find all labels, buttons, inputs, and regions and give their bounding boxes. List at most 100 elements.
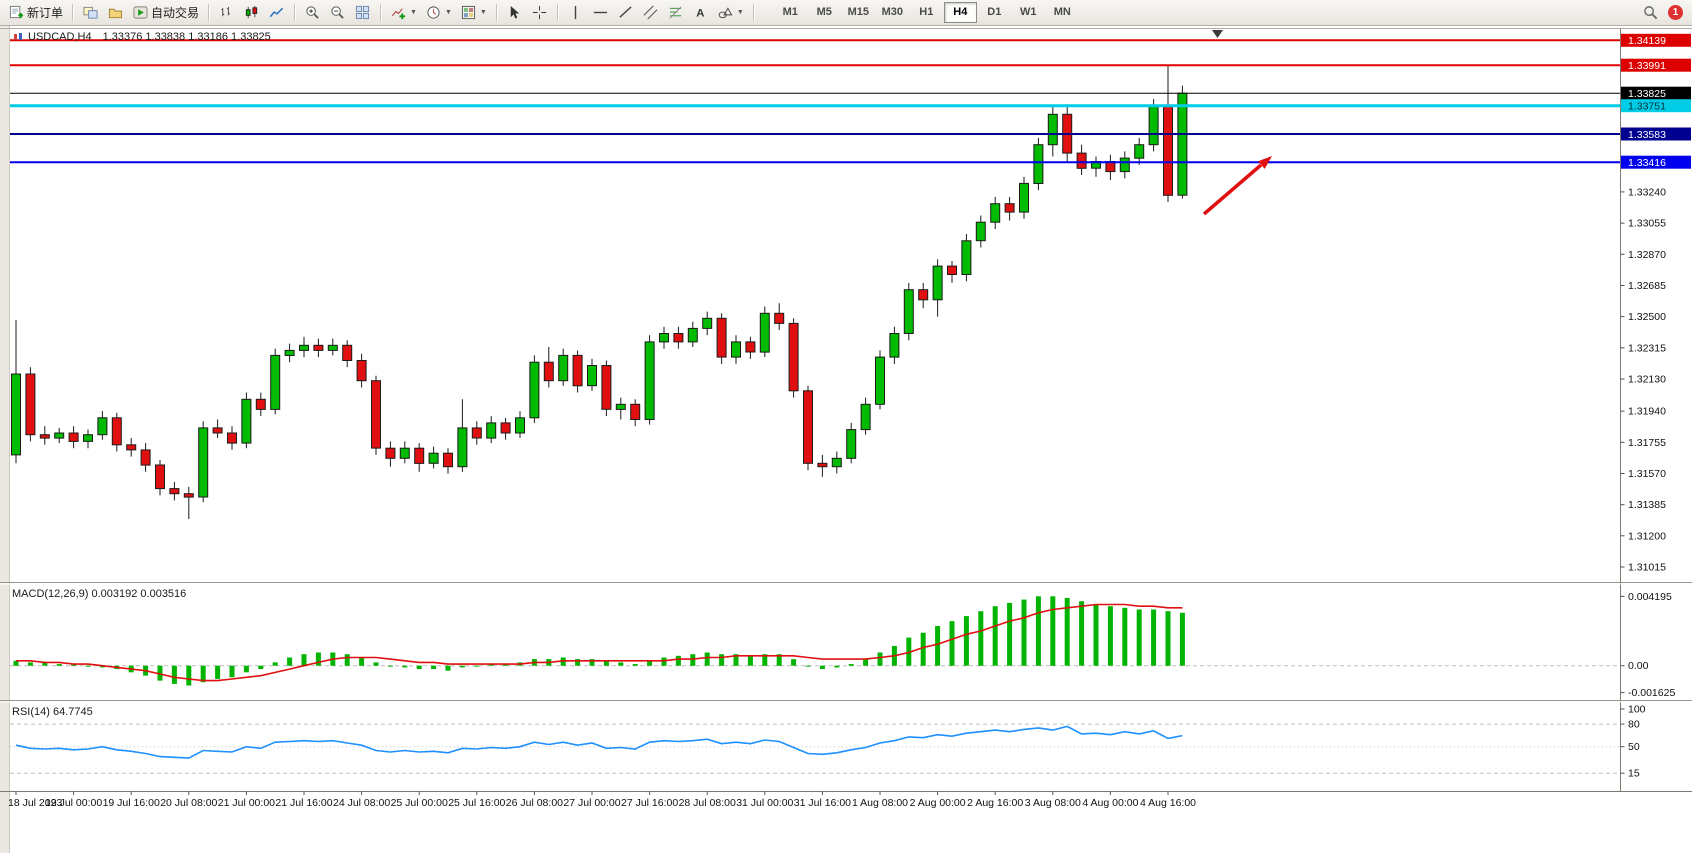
autotrading-button[interactable]: 自动交易 — [129, 2, 203, 24]
tf-button-D1[interactable]: D1 — [987, 6, 1002, 18]
time-axis-label: 31 Jul 16:00 — [794, 797, 851, 809]
time-axis-label: 31 Jul 00:00 — [736, 797, 793, 809]
charts-button[interactable] — [79, 2, 103, 24]
candlestick-chart-button[interactable] — [240, 2, 264, 24]
trendline-button[interactable] — [614, 2, 638, 24]
new-order-label: 新订单 — [27, 6, 64, 20]
vertical-line-button[interactable] — [564, 2, 588, 24]
rsi-line — [15, 725, 1183, 759]
tile-windows-button[interactable] — [351, 2, 375, 24]
chart-shift-marker-icon[interactable] — [1212, 30, 1223, 38]
main-toolbar: 新订单 自动交易 — [0, 0, 1692, 26]
new-order-button[interactable]: 新订单 — [5, 2, 67, 24]
bar-chart-icon — [221, 6, 230, 17]
time-axis-label: 25 Jul 00:00 — [391, 797, 448, 809]
chevron-down-icon: ▼ — [444, 9, 452, 16]
text-tool-button[interactable]: A — [689, 2, 713, 24]
time-axis-label: 26 Jul 08:00 — [506, 797, 563, 809]
price-scale-label: 1.33240 — [1628, 186, 1666, 198]
candlestick-series — [11, 65, 1188, 519]
toolbar-separator — [72, 4, 75, 21]
price-scale-label: 1.31385 — [1628, 499, 1666, 511]
macd-scale-label: -0.001625 — [1628, 687, 1675, 699]
price-level-badge: 1.33991 — [1621, 58, 1691, 72]
search-icon — [1644, 6, 1658, 20]
chart-title-symbol: USDCAD,H4 — [28, 31, 92, 43]
cursor-arrow-icon — [510, 5, 520, 19]
rsi-scale-label: 100 — [1628, 704, 1646, 716]
tf-button-MN[interactable]: MN — [1053, 6, 1071, 18]
templates-button[interactable]: ▼ — [457, 2, 491, 24]
line-chart-button[interactable] — [265, 2, 289, 24]
toolbar-separator — [495, 4, 498, 21]
macd-scale-label: 0.004195 — [1628, 591, 1672, 603]
shapes-button[interactable]: ▼ — [714, 2, 748, 24]
time-axis-label: 2 Aug 00:00 — [910, 797, 966, 809]
svg-text:1.33825: 1.33825 — [1628, 88, 1666, 100]
cursor-button[interactable] — [503, 2, 527, 24]
svg-text:1.33751: 1.33751 — [1628, 101, 1666, 113]
toolbar-separator — [556, 4, 559, 21]
price-level-badge: 1.33583 — [1621, 127, 1691, 141]
tf-button-W1[interactable]: W1 — [1020, 6, 1037, 18]
toolbar-separator — [380, 4, 383, 21]
chart-left-margin — [0, 26, 9, 853]
notification-badge[interactable]: 1 — [1668, 5, 1683, 20]
zoom-out-icon — [331, 6, 344, 19]
tf-button-M15[interactable]: M15 — [847, 6, 869, 18]
equidistant-channel-icon — [643, 5, 658, 20]
time-axis-label: 1 Aug 08:00 — [852, 797, 908, 809]
svg-text:1.33991: 1.33991 — [1628, 60, 1666, 72]
chevron-down-icon: ▼ — [479, 9, 487, 16]
arrow-annotation[interactable] — [1202, 156, 1272, 216]
templates-icon — [461, 5, 475, 20]
chart-title: USDCAD,H4 1.33376 1.33838 1.33186 1.3382… — [13, 31, 271, 43]
indicators-button[interactable]: ▼ — [387, 2, 421, 24]
line-chart-icon — [269, 7, 284, 18]
crosshair-button[interactable] — [528, 2, 552, 24]
fibonacci-button[interactable] — [664, 2, 688, 24]
tf-button-H1[interactable]: H1 — [919, 6, 934, 18]
time-axis-label: 19 Jul 16:00 — [103, 797, 160, 809]
fibonacci-icon — [669, 6, 682, 19]
tf-button-H4[interactable]: H4 — [943, 2, 977, 23]
timeframe-group: M1 M5 M15 M30 H1 H4 D1 W1 MN — [774, 2, 1079, 23]
chart-title-icon — [14, 33, 22, 40]
price-level-badge: 1.34139 — [1621, 33, 1691, 47]
svg-text:1.34139: 1.34139 — [1628, 35, 1666, 47]
price-scale-label: 1.32130 — [1628, 374, 1666, 386]
toolbar-separator — [208, 4, 211, 21]
tf-button-M1[interactable]: M1 — [782, 6, 798, 18]
vertical-line-icon — [574, 5, 577, 20]
periods-button[interactable]: ▼ — [422, 2, 456, 24]
bar-chart-button[interactable] — [215, 2, 239, 24]
macd-signal-line — [16, 603, 1183, 682]
macd-label: MACD(12,26,9) 0.003192 0.003516 — [12, 588, 187, 600]
profiles-button[interactable] — [104, 2, 128, 24]
horizontal-line-button[interactable] — [589, 2, 613, 24]
tf-button-M30[interactable]: M30 — [881, 6, 903, 18]
tf-button-M5[interactable]: M5 — [816, 6, 832, 18]
time-axis-label: 27 Jul 16:00 — [621, 797, 678, 809]
zoom-out-button[interactable] — [326, 2, 350, 24]
price-scale-label: 1.32315 — [1628, 342, 1666, 354]
horizontal-line-icon — [593, 11, 607, 14]
price-scale-label: 1.32500 — [1628, 311, 1666, 323]
indicators-icon — [392, 8, 406, 20]
time-axis-label: 4 Aug 16:00 — [1140, 797, 1196, 809]
rsi-scale-label: 50 — [1628, 741, 1640, 753]
price-level-badge: 1.33751 — [1621, 99, 1691, 113]
svg-text:1.33583: 1.33583 — [1628, 129, 1666, 141]
price-level-badge: 1.33416 — [1621, 155, 1691, 169]
autotrading-icon — [133, 6, 148, 19]
search-button[interactable] — [1639, 2, 1663, 24]
zoom-in-icon — [306, 6, 319, 19]
time-axis-label: 4 Aug 00:00 — [1082, 797, 1138, 809]
zoom-in-button[interactable] — [301, 2, 325, 24]
rsi-scale-label: 15 — [1628, 768, 1640, 780]
rsi-label: RSI(14) 64.7745 — [12, 706, 93, 718]
channel-button[interactable] — [639, 2, 663, 24]
